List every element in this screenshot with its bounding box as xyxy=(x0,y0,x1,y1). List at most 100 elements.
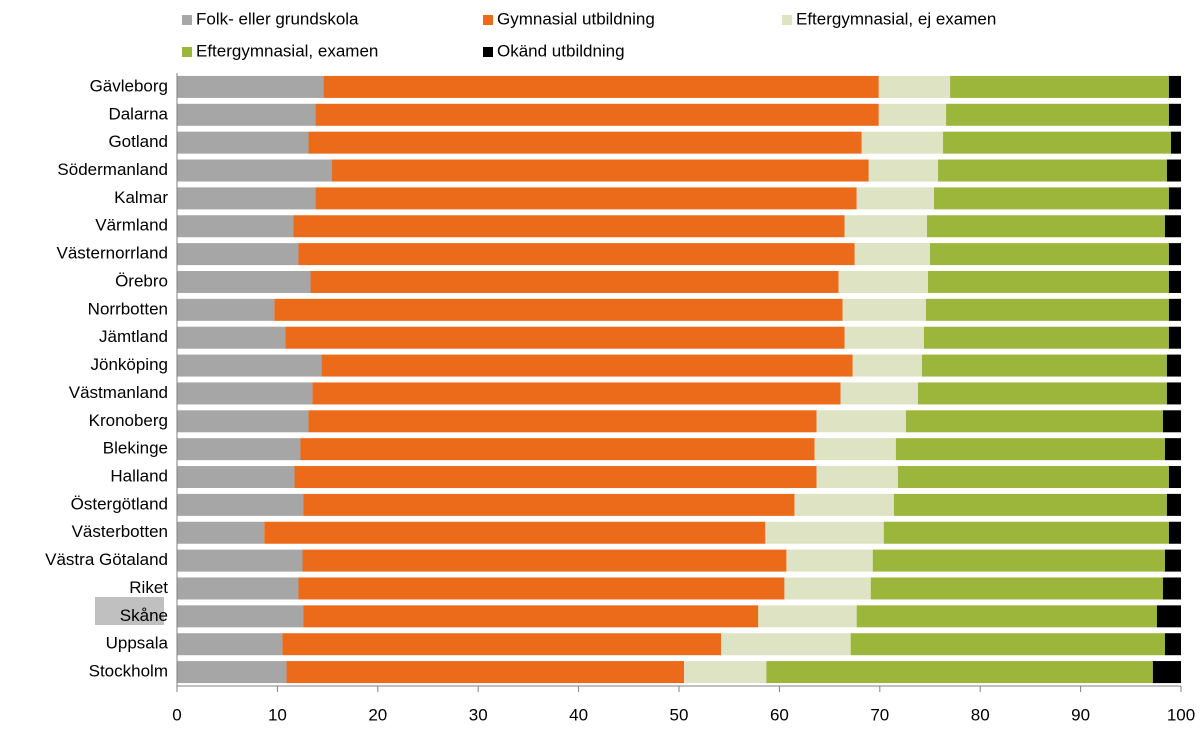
y-tick-label: Norrbotten xyxy=(88,299,168,318)
bar-segment xyxy=(177,577,299,600)
bar-segment xyxy=(303,605,759,628)
bar-segment xyxy=(315,187,857,210)
bar-segment xyxy=(303,493,795,516)
x-tick-label: 0 xyxy=(172,705,181,724)
bar-segment xyxy=(177,187,316,210)
bar-segment xyxy=(684,661,767,684)
bar-segment xyxy=(844,326,924,349)
bar-segment xyxy=(312,382,841,405)
x-tick-label: 60 xyxy=(770,705,789,724)
bar-segment xyxy=(298,577,785,600)
bar-segment xyxy=(905,410,1163,433)
bar-segment xyxy=(323,75,879,98)
bar-segment xyxy=(1152,661,1181,684)
bar-segment xyxy=(883,521,1169,544)
y-tick-label: Västra Götaland xyxy=(45,550,168,569)
bar-segment xyxy=(1170,131,1181,154)
bar-segment xyxy=(177,493,304,516)
bar-segment xyxy=(1168,243,1181,266)
bar-segment xyxy=(300,438,815,461)
bar-segment xyxy=(921,354,1167,377)
bar-segment xyxy=(177,298,275,321)
bar-segment xyxy=(721,633,851,656)
bar-segment xyxy=(838,270,928,293)
y-tick-label: Västernorrland xyxy=(56,244,168,263)
x-tick-label: 70 xyxy=(870,705,889,724)
y-tick-label: Värmland xyxy=(95,216,168,235)
bar-segment xyxy=(842,298,926,321)
bar-segment xyxy=(282,633,722,656)
y-tick-label: Kalmar xyxy=(114,188,168,207)
y-tick-label: Dalarna xyxy=(108,104,168,123)
bar-segment xyxy=(177,605,304,628)
y-tick-label: Skåne xyxy=(120,606,168,625)
bar-segment xyxy=(1168,521,1181,544)
y-tick-label: Västmanland xyxy=(69,383,168,402)
legend-label: Eftergymnasial, ej examen xyxy=(796,9,996,28)
bar-segment xyxy=(177,410,309,433)
y-tick-label: Södermanland xyxy=(57,160,168,179)
bar-segment xyxy=(285,326,845,349)
y-tick-label: Riket xyxy=(129,578,168,597)
bar-segment xyxy=(1162,410,1181,433)
y-tick-label: Gävleborg xyxy=(90,76,168,95)
bar-segment xyxy=(917,382,1167,405)
x-tick-label: 10 xyxy=(268,705,287,724)
bar-segment xyxy=(177,103,316,126)
bar-segment xyxy=(177,438,301,461)
bar-segment xyxy=(870,577,1163,600)
bar-segment xyxy=(1166,159,1181,182)
bar-segment xyxy=(765,521,884,544)
bar-segment xyxy=(1164,215,1181,238)
bar-segment xyxy=(934,187,1169,210)
bar-segment xyxy=(895,438,1165,461)
y-tick-label: Örebro xyxy=(115,271,168,290)
y-tick-label: Halland xyxy=(110,467,168,486)
x-tick-label: 100 xyxy=(1167,705,1195,724)
bar-segment xyxy=(786,549,873,572)
x-tick-label: 20 xyxy=(368,705,387,724)
bar-segment xyxy=(294,466,817,489)
legend-swatch xyxy=(182,47,192,57)
legend-swatch xyxy=(483,15,493,25)
bar-segment xyxy=(930,243,1169,266)
bar-segment xyxy=(923,326,1169,349)
y-tick-label: Blekinge xyxy=(103,439,168,458)
bar-segment xyxy=(293,215,845,238)
bar-segment xyxy=(177,549,303,572)
x-tick-label: 30 xyxy=(469,705,488,724)
y-tick-label: Gotland xyxy=(108,132,168,151)
bar-segment xyxy=(943,131,1171,154)
bar-segment xyxy=(177,243,299,266)
bar-segment xyxy=(794,493,894,516)
bar-segment xyxy=(177,633,283,656)
bar-segment xyxy=(816,466,898,489)
bar-segment xyxy=(1166,354,1181,377)
bar-segment xyxy=(1164,633,1181,656)
legend-label: Eftergymnasial, examen xyxy=(196,41,378,60)
bar-segment xyxy=(852,354,922,377)
bar-segment xyxy=(1156,605,1181,628)
y-tick-label: Västerbotten xyxy=(72,522,168,541)
bar-segment xyxy=(1168,75,1181,98)
legend-swatch xyxy=(483,47,493,57)
bar-segment xyxy=(308,410,817,433)
bar-segment xyxy=(274,298,843,321)
bar-segment xyxy=(315,103,879,126)
y-tick-label: Östergötland xyxy=(71,494,168,513)
bar-segment xyxy=(1168,187,1181,210)
bar-segment xyxy=(298,243,855,266)
bar-segment xyxy=(816,410,906,433)
x-tick-label: 90 xyxy=(1071,705,1090,724)
bar-segment xyxy=(177,159,332,182)
bar-segment xyxy=(1168,103,1181,126)
bar-segment xyxy=(893,493,1167,516)
x-tick-label: 40 xyxy=(569,705,588,724)
bar-segment xyxy=(177,661,287,684)
bar-segment xyxy=(1164,438,1181,461)
legend-label: Gymnasial utbildning xyxy=(497,9,655,28)
bar-segment xyxy=(177,270,311,293)
bar-segment xyxy=(1168,270,1181,293)
bar-segment xyxy=(926,215,1165,238)
bar-segment xyxy=(946,103,1169,126)
